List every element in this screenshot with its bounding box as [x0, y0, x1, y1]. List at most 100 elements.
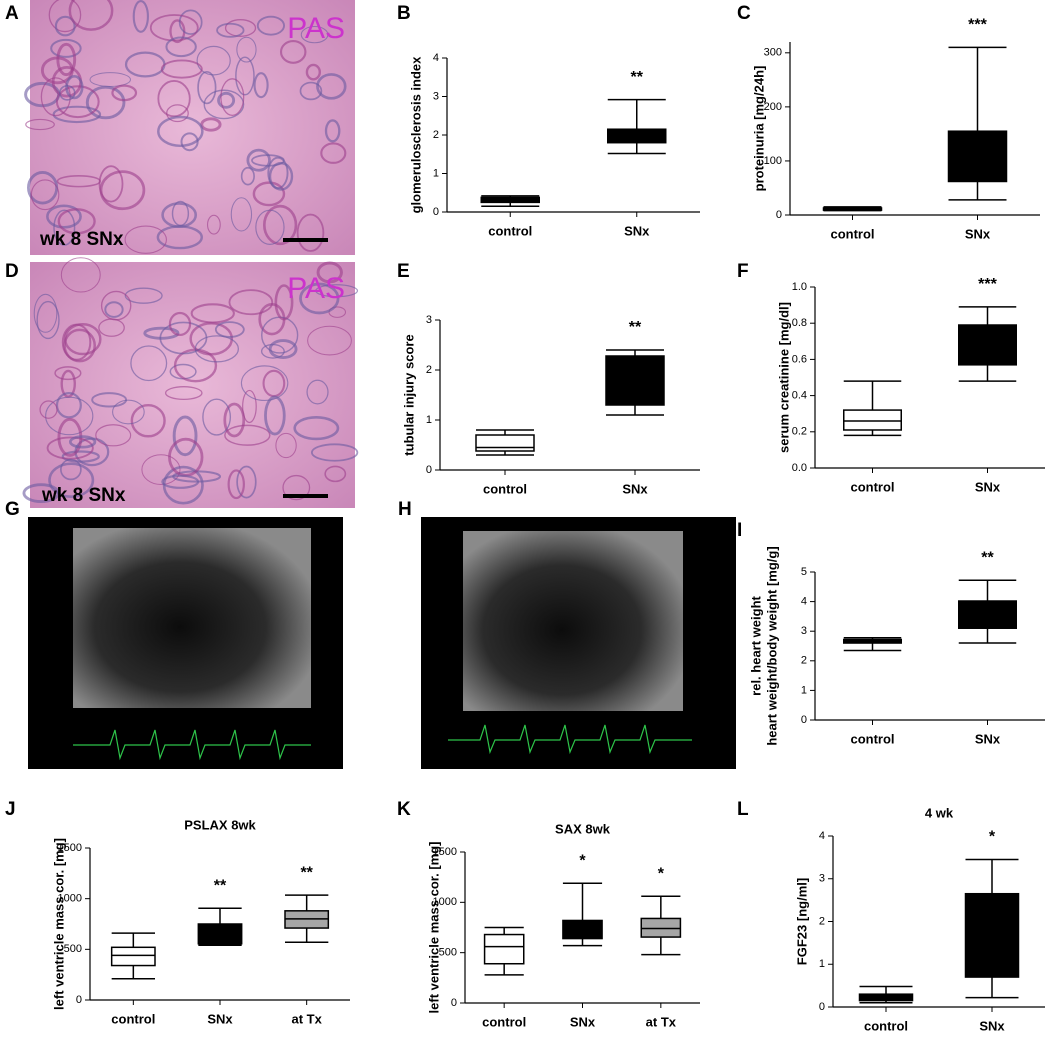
- tissue-texture: [324, 465, 347, 483]
- y-tick-label: 500: [64, 943, 82, 955]
- y-tick-label: 300: [764, 47, 782, 59]
- tissue-texture: [316, 261, 343, 284]
- ultrasound-view: [463, 531, 683, 711]
- tissue-texture: [166, 104, 189, 123]
- tissue-texture: [252, 181, 286, 207]
- significance: **: [629, 319, 642, 336]
- tissue-texture: [55, 391, 82, 419]
- tissue-texture: [95, 424, 132, 447]
- chart-title: 4 wk: [925, 805, 954, 820]
- tissue-texture: [56, 175, 101, 188]
- tissue-texture: [124, 225, 167, 254]
- stain-label: PAS: [287, 272, 345, 305]
- y-tick-label: 3: [801, 625, 807, 637]
- box: [640, 917, 682, 938]
- tissue-texture: [255, 209, 285, 245]
- tissue-texture: [63, 322, 102, 356]
- y-tick-label: 3: [819, 873, 825, 885]
- y-axis-label: tubular injury score: [401, 334, 416, 455]
- tissue-texture: [306, 379, 329, 405]
- tissue-texture: [130, 345, 168, 382]
- y-axis-label: heart weight/body weight [mg/g]: [764, 546, 779, 745]
- tissue-texture: [165, 36, 197, 58]
- tissue-texture: [274, 284, 294, 321]
- tissue-texture: [299, 81, 323, 101]
- panel-letter: F: [737, 261, 749, 282]
- ecg-trace: [448, 724, 692, 755]
- box: [947, 130, 1008, 183]
- tissue-texture: [46, 204, 82, 229]
- tissue-texture: [141, 454, 181, 485]
- tissue-texture: [161, 474, 200, 489]
- tissue-texture: [316, 73, 347, 100]
- tissue-texture: [98, 165, 124, 203]
- tissue-texture: [60, 458, 82, 481]
- y-tick-label: 0.6: [792, 353, 807, 365]
- box: [110, 946, 156, 967]
- tissue-texture: [299, 282, 340, 315]
- significance: **: [981, 550, 994, 567]
- tissue-texture: [55, 85, 100, 119]
- x-tick-label: at Tx: [291, 1011, 322, 1026]
- tissue-texture: [282, 474, 311, 501]
- tissue-texture: [279, 40, 307, 64]
- tissue-texture: [60, 257, 101, 293]
- panel-letter: E: [397, 261, 410, 282]
- chart-panel: L 4 wk FGF23 [ng/ml] 0 1 2 3 4 control SNx *: [737, 799, 1045, 1033]
- tissue-texture: [236, 36, 257, 63]
- chart-title: SAX 8wk: [555, 821, 611, 836]
- x-tick-label: control: [483, 481, 527, 496]
- y-tick-label: 0: [451, 997, 457, 1009]
- tissue-texture: [196, 45, 231, 76]
- y-tick-label: 2: [801, 655, 807, 667]
- image-caption: wk 8 SNx: [39, 229, 124, 250]
- panel-letter: I: [737, 520, 742, 541]
- x-tick-label: control: [850, 479, 894, 494]
- tissue-texture: [53, 209, 76, 246]
- tissue-texture: [164, 386, 203, 401]
- tissue-texture: [132, 0, 149, 33]
- tissue-texture: [111, 84, 138, 102]
- y-tick-label: 0.2: [792, 426, 807, 438]
- x-tick-label: control: [830, 226, 874, 241]
- y-tick-label: 3: [433, 90, 439, 102]
- tissue-texture: [157, 115, 204, 148]
- tissue-texture: [216, 22, 245, 38]
- tissue-texture: [52, 105, 102, 124]
- significance: *: [658, 866, 665, 883]
- y-tick-label: 4: [819, 830, 825, 842]
- tissue-texture: [268, 161, 294, 191]
- y-tick-label: 200: [764, 101, 782, 113]
- tissue-texture: [300, 25, 329, 44]
- panel-letter: K: [397, 799, 411, 820]
- significance: *: [989, 829, 996, 846]
- panel-letter: J: [5, 799, 16, 820]
- tissue-texture: [206, 214, 221, 235]
- ultrasound-view: [73, 528, 311, 708]
- y-axis-label: left ventricle mass cor. [mg]: [51, 838, 66, 1010]
- y-tick-label: 0: [426, 464, 432, 476]
- tissue-texture: [230, 197, 253, 232]
- tissue-texture: [48, 0, 82, 33]
- panel-letter: B: [397, 3, 411, 24]
- tissue-texture: [25, 118, 55, 131]
- panel-letter: L: [737, 799, 749, 820]
- y-axis-label: left ventricle mass cor. [mg]: [426, 842, 441, 1014]
- tissue-texture: [171, 200, 190, 227]
- tissue-texture: [112, 399, 145, 425]
- x-tick-label: SNx: [975, 731, 1001, 746]
- tissue-texture: [240, 365, 289, 402]
- tissue-texture: [246, 148, 271, 172]
- box: [607, 128, 667, 144]
- y-tick-label: 1.0: [792, 281, 807, 293]
- tissue-texture: [33, 293, 58, 333]
- panel-letter: D: [5, 261, 19, 282]
- x-tick-label: SNx: [975, 479, 1001, 494]
- tissue-texture: [267, 156, 289, 190]
